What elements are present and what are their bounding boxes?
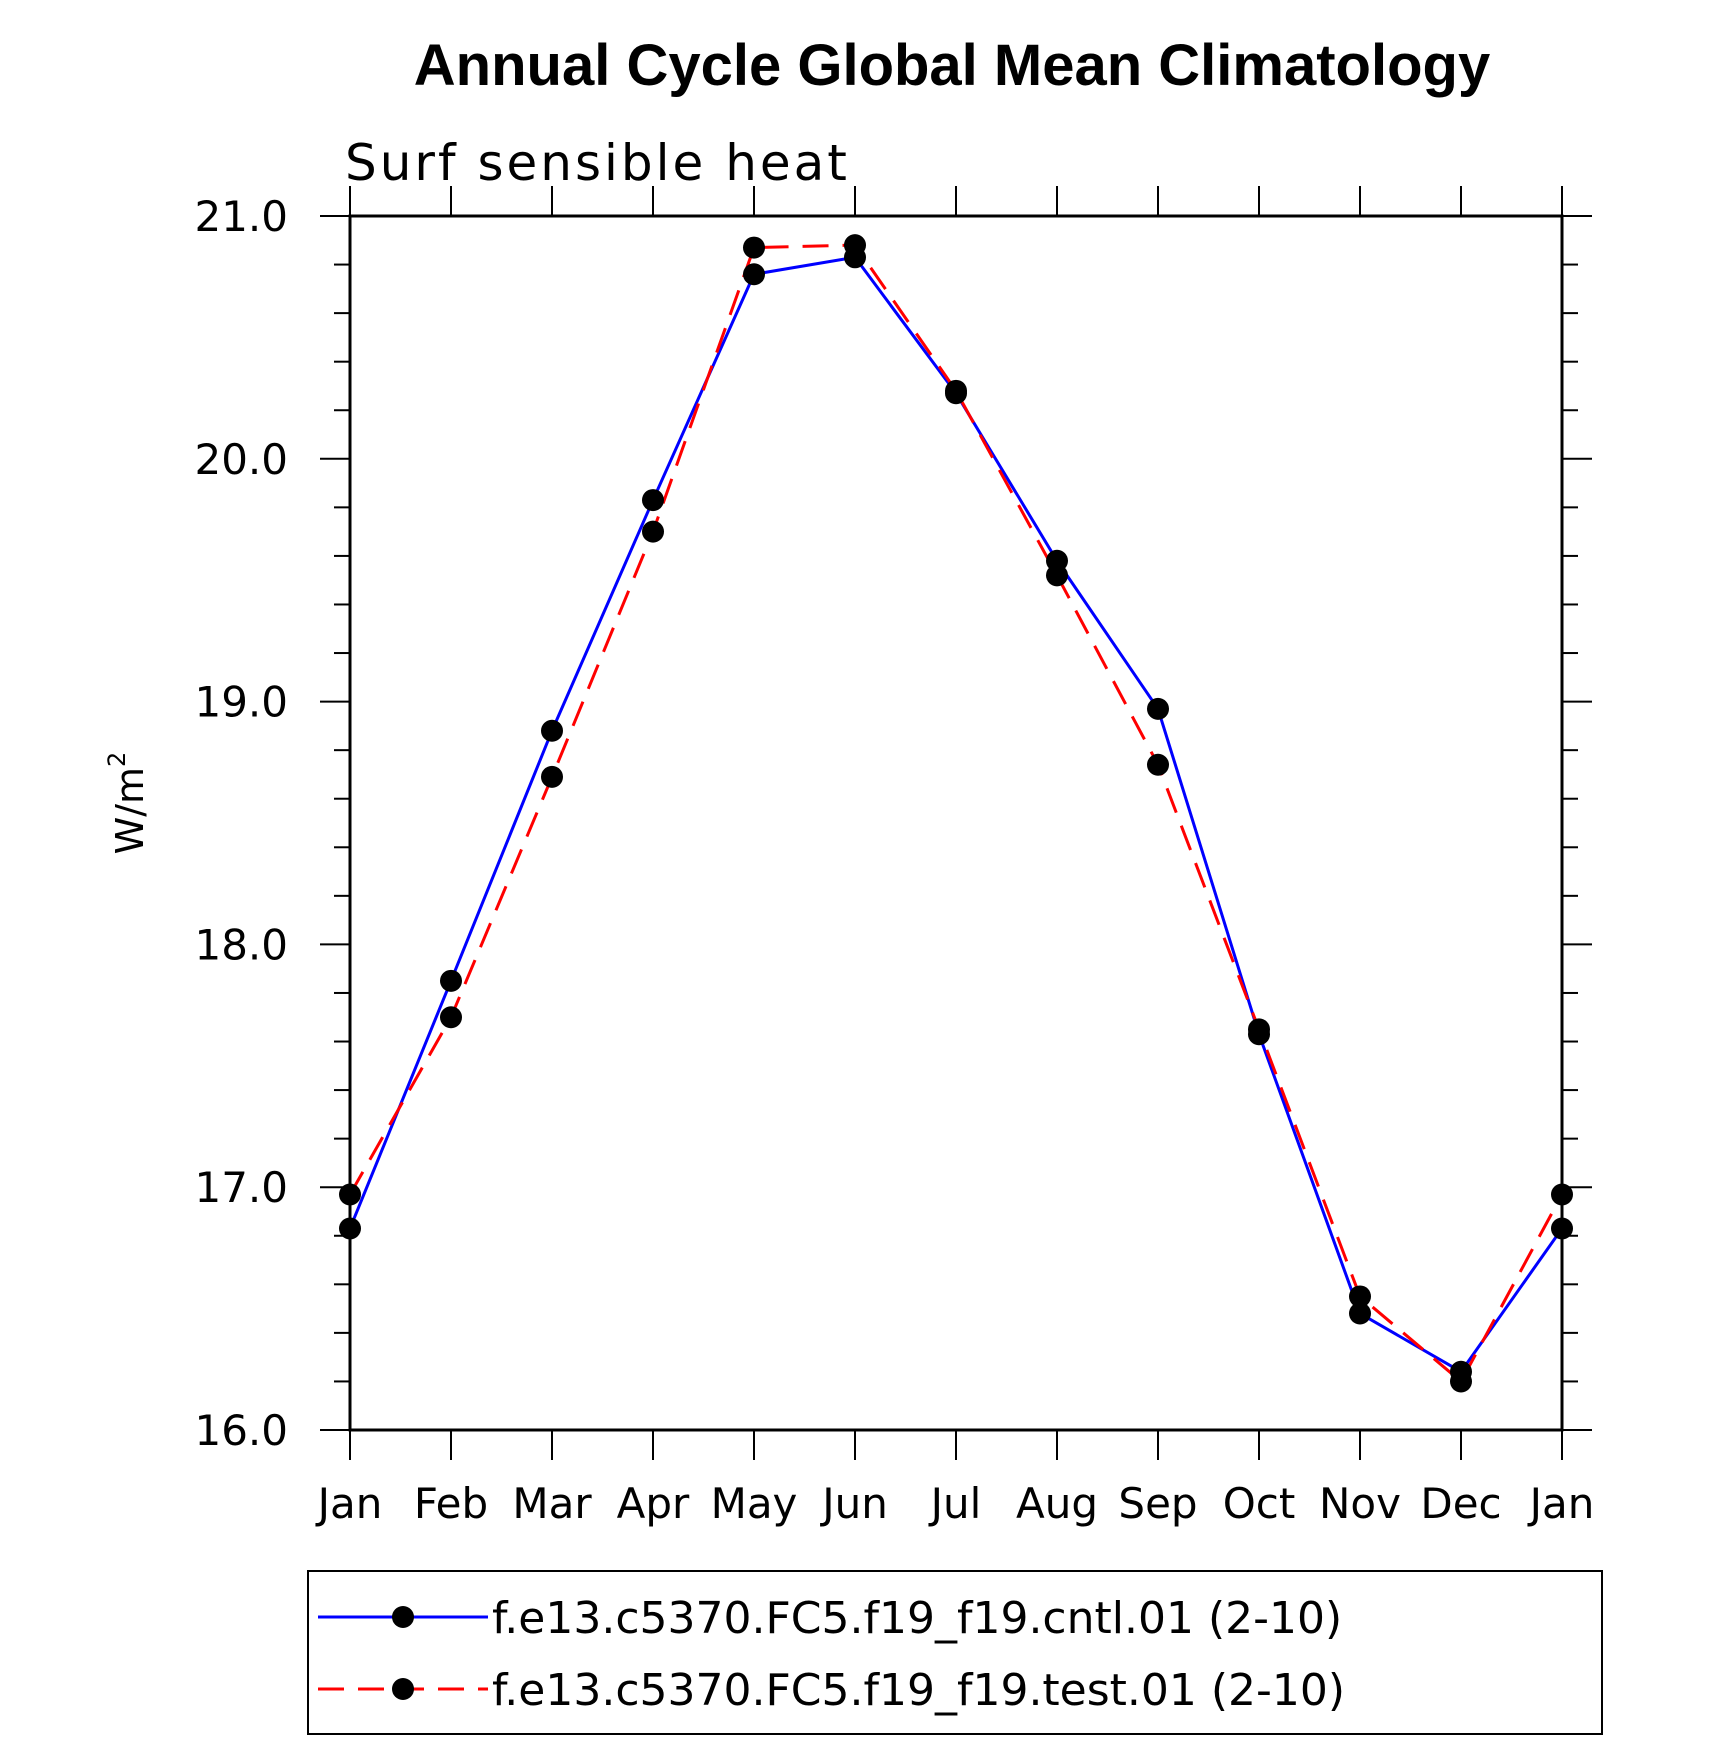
series-markers bbox=[339, 234, 1573, 1393]
legend-box bbox=[307, 1570, 1603, 1735]
series-line-0 bbox=[348, 255, 1564, 1374]
data-point-series-1 bbox=[339, 1183, 361, 1206]
x-tick-label: Jul bbox=[928, 1479, 982, 1528]
x-tick-label: Jun bbox=[819, 1479, 888, 1528]
data-point-series-0 bbox=[642, 489, 664, 512]
data-point-series-0 bbox=[339, 1217, 361, 1240]
x-tick-label: Sep bbox=[1118, 1479, 1197, 1528]
x-tick-labels: Jan Feb Mar Apr May Jun Jul Aug Sep Oct Nov Dec Jan bbox=[315, 1479, 1595, 1528]
legend: f.e13.c5370.FC5.f19_f19.cntl.01 (2-10) f… bbox=[307, 1570, 1603, 1735]
x-tick-label: Dec bbox=[1420, 1479, 1501, 1528]
legend-marker-cntl bbox=[392, 1606, 414, 1628]
data-point-series-1 bbox=[743, 236, 765, 259]
data-point-series-0 bbox=[1349, 1302, 1371, 1325]
data-point-series-0 bbox=[743, 263, 765, 286]
data-point-series-1 bbox=[945, 379, 967, 402]
x-tick-label: Oct bbox=[1223, 1479, 1296, 1528]
y-axis-label-unit: W/m bbox=[108, 767, 152, 854]
y-tick-label: 16.0 bbox=[194, 1406, 288, 1455]
x-tick-label: Feb bbox=[414, 1479, 488, 1528]
data-point-series-1 bbox=[1450, 1370, 1472, 1393]
axis-ticks bbox=[320, 186, 1592, 1460]
y-tick-label: 20.0 bbox=[194, 435, 288, 484]
legend-label-cntl: f.e13.c5370.FC5.f19_f19.cntl.01 (2-10) bbox=[492, 1593, 1342, 1644]
y-tick-label: 19.0 bbox=[194, 678, 288, 727]
plot-frame bbox=[348, 214, 1564, 1432]
x-tick-label: Apr bbox=[617, 1479, 690, 1528]
y-tick-label: 18.0 bbox=[194, 920, 288, 969]
data-point-series-0 bbox=[1147, 697, 1169, 720]
data-point-series-1 bbox=[1046, 564, 1068, 587]
y-axis-label: W/m2 bbox=[103, 752, 152, 855]
data-point-series-1 bbox=[1551, 1183, 1573, 1206]
data-point-series-1 bbox=[541, 765, 563, 788]
data-point-series-0 bbox=[541, 719, 563, 742]
legend-label-test: f.e13.c5370.FC5.f19_f19.test.01 (2-10) bbox=[492, 1665, 1345, 1716]
data-point-series-1 bbox=[1248, 1018, 1270, 1041]
data-point-series-1 bbox=[1349, 1285, 1371, 1308]
data-point-series-0 bbox=[1551, 1217, 1573, 1240]
series-lines bbox=[348, 243, 1564, 1384]
legend-marker-test bbox=[392, 1678, 414, 1700]
y-axis-label-superscript: 2 bbox=[103, 752, 131, 767]
y-tick-label: 21.0 bbox=[194, 192, 288, 241]
data-point-series-1 bbox=[844, 234, 866, 257]
x-tick-label: Jan bbox=[315, 1479, 383, 1528]
data-point-series-1 bbox=[1147, 753, 1169, 776]
y-tick-labels: 16.0 17.0 18.0 19.0 20.0 21.0 bbox=[194, 192, 288, 1455]
x-tick-label: Jan bbox=[1527, 1479, 1595, 1528]
x-tick-label: Nov bbox=[1319, 1479, 1401, 1528]
data-point-series-0 bbox=[440, 969, 462, 992]
chart-title: Annual Cycle Global Mean Climatology bbox=[414, 33, 1490, 98]
chart-subtitle: Surf sensible heat bbox=[345, 134, 850, 192]
y-tick-label: 17.0 bbox=[194, 1163, 288, 1212]
x-tick-label: May bbox=[711, 1479, 798, 1528]
series-line-1 bbox=[348, 243, 1564, 1384]
x-tick-label: Aug bbox=[1016, 1479, 1098, 1528]
data-point-series-1 bbox=[642, 520, 664, 543]
data-point-series-1 bbox=[440, 1006, 462, 1029]
x-tick-label: Mar bbox=[512, 1479, 592, 1528]
